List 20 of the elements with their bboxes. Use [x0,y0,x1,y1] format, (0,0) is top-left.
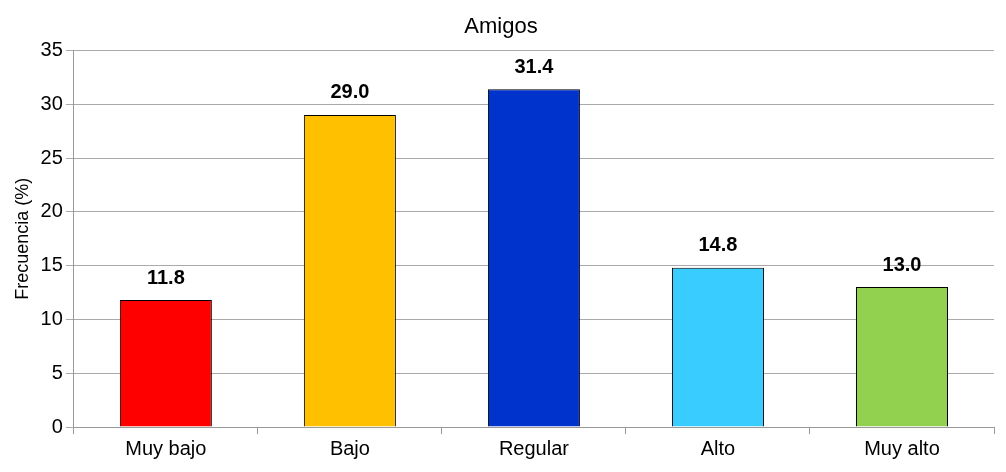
y-tick-label: 20 [40,199,63,222]
y-tick-label: 5 [51,360,63,383]
chart-title: Amigos [464,13,538,39]
x-tick-label: Muy bajo [125,436,207,459]
y-axis-title: Frecuencia (%) [11,177,32,300]
y-tick-label: 0 [51,414,63,437]
x-tick-label: Bajo [329,436,370,459]
y-tick-label: 15 [40,253,63,276]
data-label: 13.0 [882,252,922,275]
data-label: 11.8 [146,265,185,288]
x-tick-label: Muy alto [864,436,940,459]
y-tick-label: 30 [40,91,63,114]
y-tick-label: 10 [40,306,63,329]
data-label: 31.4 [514,54,555,77]
x-tick-label: Alto [700,436,736,459]
y-tick-label: 25 [40,145,63,168]
data-label: 29.0 [330,80,370,103]
x-tick-label: Regular [498,436,570,459]
y-tick-label: 35 [40,37,63,60]
data-label: 14.8 [698,233,738,256]
